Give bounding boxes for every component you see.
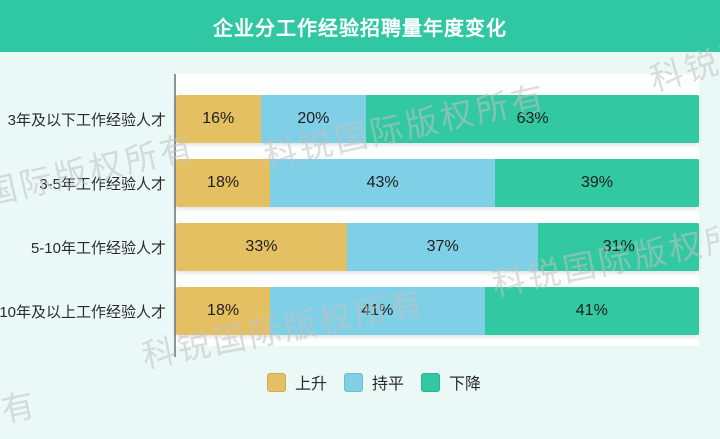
- legend-swatch-rise: [266, 372, 286, 392]
- bar-value-label: 20%: [297, 110, 330, 127]
- bar-segment-flat: 20%: [260, 95, 367, 143]
- bar-track: 18% 41% 41%: [176, 287, 699, 335]
- legend-item-decline: 下降: [421, 370, 481, 394]
- bar-value-label: 18%: [207, 302, 240, 319]
- bar-value-label: 37%: [426, 238, 459, 255]
- bar-segment-flat: 43%: [270, 159, 496, 207]
- bar-value-label: 18%: [207, 174, 240, 191]
- bar-row: 10年及以上工作经验人才 18% 41% 41%: [0, 287, 699, 335]
- legend-swatch-flat: [343, 372, 363, 392]
- bar-segment-decline: 31%: [538, 223, 699, 271]
- bar-value-label: 16%: [202, 110, 235, 127]
- bar-segment-flat: 41%: [270, 287, 485, 335]
- bar-value-label: 43%: [366, 174, 399, 191]
- bar-segment-decline: 39%: [495, 159, 699, 207]
- bar-segment-flat: 37%: [346, 223, 539, 271]
- row-label: 3-5年工作经验人才: [39, 175, 166, 193]
- y-axis-line: [174, 74, 176, 357]
- bar-value-label: 39%: [581, 174, 614, 191]
- bar-segment-rise: 18%: [176, 287, 271, 335]
- bar-segment-rise: 16%: [176, 95, 261, 143]
- legend-label: 下降: [449, 376, 482, 393]
- bar-segment-decline: 41%: [484, 287, 699, 335]
- legend-item-flat: 持平: [343, 370, 404, 394]
- bar-value-label: 41%: [575, 302, 608, 319]
- bar-segment-decline: 63%: [366, 95, 699, 143]
- bar-value-label: 41%: [361, 302, 394, 319]
- legend: 上升 持平 下降: [28, 369, 720, 395]
- bar-track: 33% 37% 31%: [176, 223, 699, 271]
- bar-track: 18% 43% 39%: [176, 159, 699, 207]
- bar-segment-rise: 33%: [176, 223, 347, 271]
- row-label: 10年及以上工作经验人才: [0, 303, 166, 321]
- legend-item-rise: 上升: [266, 370, 327, 394]
- chart-title: 企业分工作经验招聘量年度变化: [213, 17, 507, 40]
- bar-value-label: 31%: [602, 238, 635, 255]
- legend-label: 持平: [371, 376, 404, 393]
- bar-value-label: 63%: [516, 110, 549, 127]
- chart-header: 企业分工作经验招聘量年度变化: [0, 0, 720, 52]
- bar-value-label: 33%: [245, 238, 278, 255]
- bar-row: 3-5年工作经验人才 18% 43% 39%: [0, 159, 699, 207]
- row-label: 3年及以下工作经验人才: [7, 111, 166, 129]
- legend-label: 上升: [294, 376, 327, 393]
- row-label: 5-10年工作经验人才: [30, 239, 166, 257]
- bar-segment-rise: 18%: [176, 159, 271, 207]
- bar-track: 16% 20% 63%: [176, 95, 699, 143]
- legend-swatch-decline: [421, 372, 440, 392]
- bar-row: 5-10年工作经验人才 33% 37% 31%: [0, 223, 699, 271]
- bar-row: 3年及以下工作经验人才 16% 20% 63%: [0, 95, 699, 143]
